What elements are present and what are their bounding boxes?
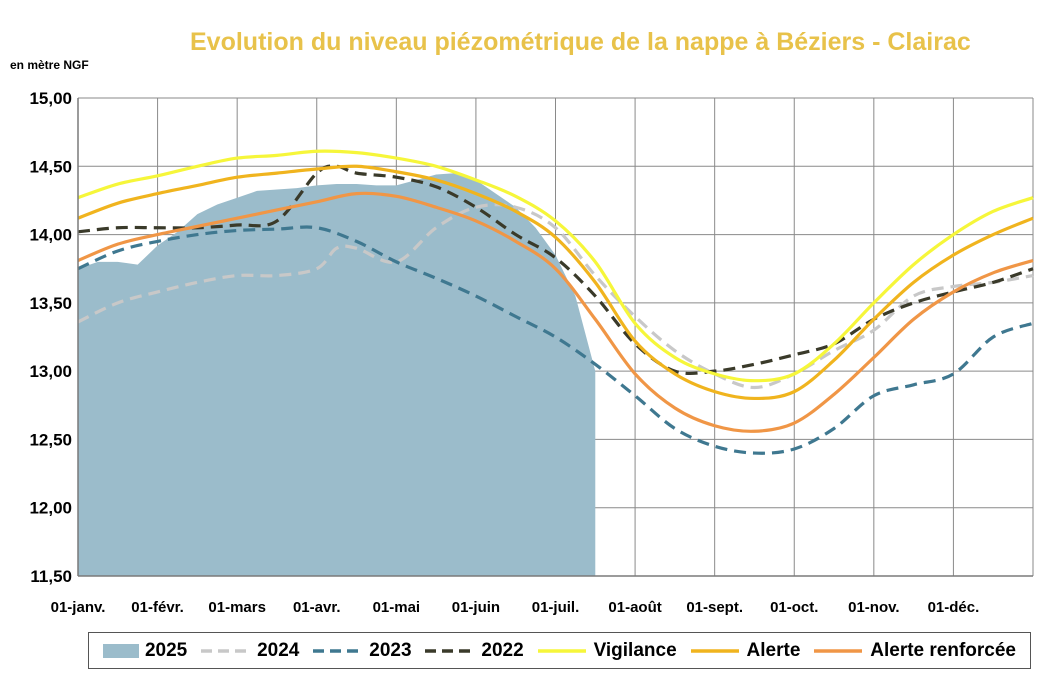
x-tick-label: 01-sept.	[686, 599, 743, 616]
legend-item-2024: 2024	[199, 640, 299, 662]
legend-swatch-2024	[201, 648, 250, 653]
x-tick-label: 01-oct.	[770, 599, 818, 616]
x-tick-label: 01-août	[608, 599, 661, 616]
legend-label: 2023	[369, 639, 412, 661]
x-tick-label: 01-juin	[452, 599, 500, 616]
y-tick-label: 15,00	[29, 89, 72, 108]
legend-label: 2025	[144, 639, 188, 661]
legend-item-2022: 2022	[423, 639, 524, 662]
legend-item-2023: 2023	[311, 639, 412, 662]
legend-item-alerte: Alerte	[689, 639, 801, 662]
line-series-layer	[77, 149, 1034, 455]
y-tick-label: 13,00	[29, 362, 72, 381]
x-tick-label: 01-févr.	[131, 599, 184, 616]
chart-title: Evolution du niveau piézométrique de la …	[190, 28, 971, 56]
x-tick-label: 01-mai	[373, 599, 421, 616]
legend-label: 2022	[481, 639, 524, 661]
axes	[77, 98, 1033, 577]
x-tick-label: 01-nov.	[848, 599, 899, 616]
legend-swatch-alerte	[690, 648, 739, 653]
y-tick-label: 12,00	[29, 499, 72, 518]
series-line-2023	[77, 225, 1034, 455]
y-tick-label: 12,50	[29, 430, 72, 449]
series-line-alerte-renforcee	[77, 191, 1034, 433]
legend-swatch-vigilance	[537, 648, 586, 653]
legend-label: Alerte renforcée	[870, 639, 1016, 661]
y-tick-label: 13,50	[29, 294, 72, 313]
legend-item-vigilance: Vigilance	[536, 640, 677, 662]
legend-item-2025: 2025	[102, 639, 188, 662]
y-tick-label: 11,50	[30, 567, 72, 586]
y-axis-unit-label: en mètre NGF	[10, 58, 89, 72]
area-series-layer	[78, 173, 596, 576]
chart-legend: 2025 2024 2023 2022 Vigilance Alerte Alerte re…	[88, 632, 1031, 669]
x-tick-label: 01-mars	[208, 599, 266, 616]
legend-label: Vigilance	[593, 639, 677, 661]
series-line-alerte	[77, 164, 1034, 401]
legend-swatch-2023	[313, 648, 362, 653]
legend-item-alerte-renforcee: Alerte renforcée	[812, 640, 1016, 662]
legend-swatch-2022	[425, 648, 474, 653]
y-tick-label: 14,50	[29, 157, 72, 176]
series-area-2025	[78, 173, 596, 576]
x-tick-label: 01-déc.	[928, 599, 980, 616]
y-tick-label: 14,00	[29, 226, 72, 245]
legend-swatch-alerte-renforcee	[814, 648, 863, 653]
tick-labels: 15,00 14,50 14,00 13,50 13,00 12,50 12,00 11,50…	[29, 89, 979, 616]
legend-swatch-2025	[102, 643, 139, 658]
x-tick-label: 01-juil.	[532, 599, 580, 616]
x-tick-label: 01-janv.	[51, 599, 106, 616]
legend-label: 2024	[257, 639, 300, 661]
x-tick-label: 01-avr.	[293, 599, 341, 616]
series-line-vigilance	[77, 149, 1034, 383]
legend-label: Alerte	[746, 639, 801, 661]
series-line-2024	[77, 203, 1034, 390]
chart-plot: 15,00 14,50 14,00 13,50 13,00 12,50 12,00 11,50…	[29, 89, 1034, 616]
